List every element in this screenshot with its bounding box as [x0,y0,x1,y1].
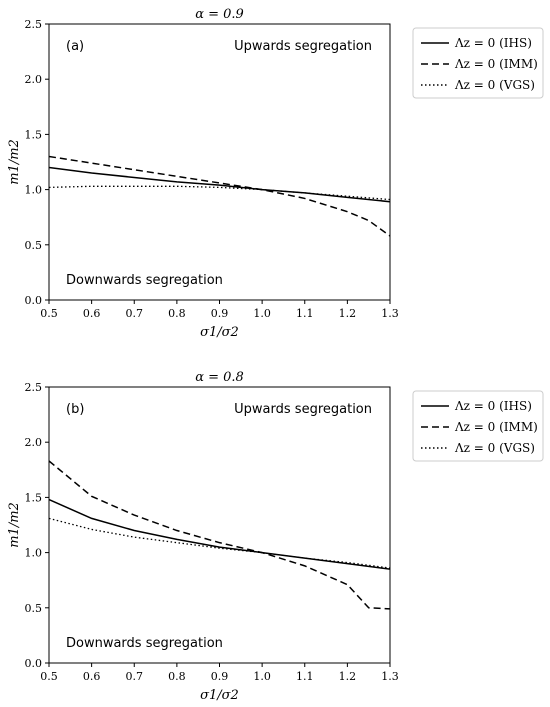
legend-entry: Λz = 0 (IMM) [454,420,538,434]
annotation-downwards: Downwards segregation [66,636,223,651]
y-tick-label: 0.0 [25,294,43,307]
x-tick-label: 1.2 [339,307,357,320]
panel-label: (a) [66,39,84,54]
legend: Λz = 0 (IHS) Λz = 0 (IMM) Λz = 0 (VGS) [412,390,544,462]
x-tick-label: 1.2 [339,670,357,683]
x-tick-label: 1.3 [381,670,399,683]
x-tick-label: 1.1 [296,307,314,320]
annotation-upwards: Upwards segregation [234,402,372,417]
y-tick-label: 0.5 [25,602,43,615]
x-tick-label: 1.0 [253,670,271,683]
legend-entry: Λz = 0 (IMM) [454,57,538,71]
chart-panel-1: α = 0.90.5 0.6 0.7 0.8 0.9 1.0 1.1 1.2 1.30.00.5… [7,7,544,340]
annotation-upwards: Upwards segregation [234,39,372,54]
series-line-dotted [49,185,390,201]
x-tick-label: 0.7 [126,670,144,683]
x-tick-label: 0.7 [126,307,144,320]
chart-title: α = 0.8 [195,370,244,385]
x-tick-label: 0.6 [83,670,101,683]
series-line-dotted [49,517,390,569]
x-tick-label: 0.8 [168,307,186,320]
legend-entry: Λz = 0 (IHS) [454,36,532,50]
series-line-dashed [49,460,390,610]
x-tick-label: 1.0 [253,307,271,320]
y-tick-label: 1.5 [25,128,43,141]
y-tick-label: 1.0 [25,547,43,560]
y-tick-label: 1.5 [25,491,43,504]
x-tick-label: 0.5 [40,307,58,320]
legend-box [412,390,544,462]
x-tick-label: 1.1 [296,670,314,683]
legend-entry: Λz = 0 (IHS) [454,399,532,413]
y-axis-label: m1/m2 [7,139,22,185]
legend-entry: Λz = 0 (VGS) [454,78,535,92]
x-tick-label: 0.5 [40,670,58,683]
y-tick-label: 2.0 [25,436,43,449]
x-tick-label: 0.6 [83,307,101,320]
legend-box [412,27,544,99]
x-tick-label: 0.9 [211,670,229,683]
panel-label: (b) [66,402,84,417]
y-axis-label: m1/m2 [7,502,22,548]
plot-frame [48,386,391,664]
y-tick-label: 1.0 [25,184,43,197]
y-tick-label: 2.0 [25,73,43,86]
y-tick-label: 2.5 [25,18,43,31]
chart-panel-2: α = 0.80.5 0.6 0.7 0.8 0.9 1.0 1.1 1.2 1.30.00.5… [7,370,544,703]
y-tick-label: 0.0 [25,657,43,670]
series-line-solid [49,166,390,203]
series-line-solid [49,498,390,570]
x-axis-label: σ1/σ2 [200,325,239,340]
chart-title: α = 0.9 [195,7,244,22]
plot-frame [48,23,391,301]
x-axis-label: σ1/σ2 [200,688,239,703]
x-tick-label: 1.3 [381,307,399,320]
x-tick-label: 0.9 [211,307,229,320]
legend: Λz = 0 (IHS) Λz = 0 (IMM) Λz = 0 (VGS) [412,27,544,99]
y-tick-label: 0.5 [25,239,43,252]
y-tick-label: 2.5 [25,381,43,394]
annotation-downwards: Downwards segregation [66,273,223,288]
legend-entry: Λz = 0 (VGS) [454,441,535,455]
x-tick-label: 0.8 [168,670,186,683]
